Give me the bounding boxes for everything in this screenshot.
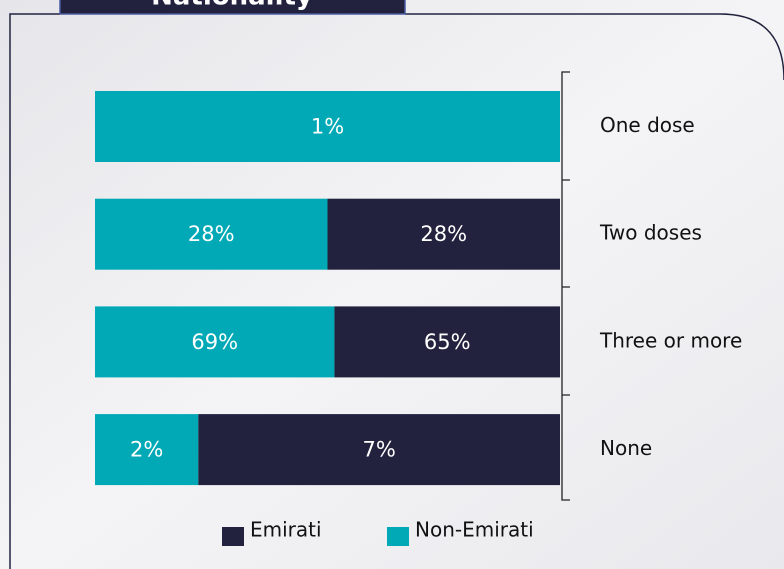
data-label: 2% — [130, 438, 163, 462]
legend-label: Emirati — [250, 518, 322, 542]
legend-label: Non-Emirati — [415, 518, 534, 542]
legend-swatch — [387, 527, 409, 546]
data-label: 28% — [188, 222, 235, 246]
bar — [95, 306, 335, 378]
bar — [95, 414, 199, 486]
data-label: 1% — [311, 115, 344, 139]
category-label: Two doses — [599, 221, 702, 245]
category-label: None — [600, 436, 652, 460]
bar — [198, 414, 561, 486]
bar — [334, 306, 560, 378]
bar — [95, 198, 328, 270]
title-box — [59, 0, 406, 15]
data-label: 69% — [191, 330, 238, 354]
bar — [327, 198, 560, 270]
chart-title: Nationality — [151, 0, 313, 12]
legend-swatch — [222, 527, 244, 546]
bar — [95, 91, 560, 162]
data-label: 28% — [420, 222, 467, 246]
frame — [9, 13, 784, 569]
data-label: 65% — [424, 330, 471, 354]
data-label: 7% — [363, 438, 396, 462]
bracket — [561, 71, 570, 501]
category-label: Three or more — [599, 328, 742, 352]
category-label: One dose — [600, 113, 695, 137]
